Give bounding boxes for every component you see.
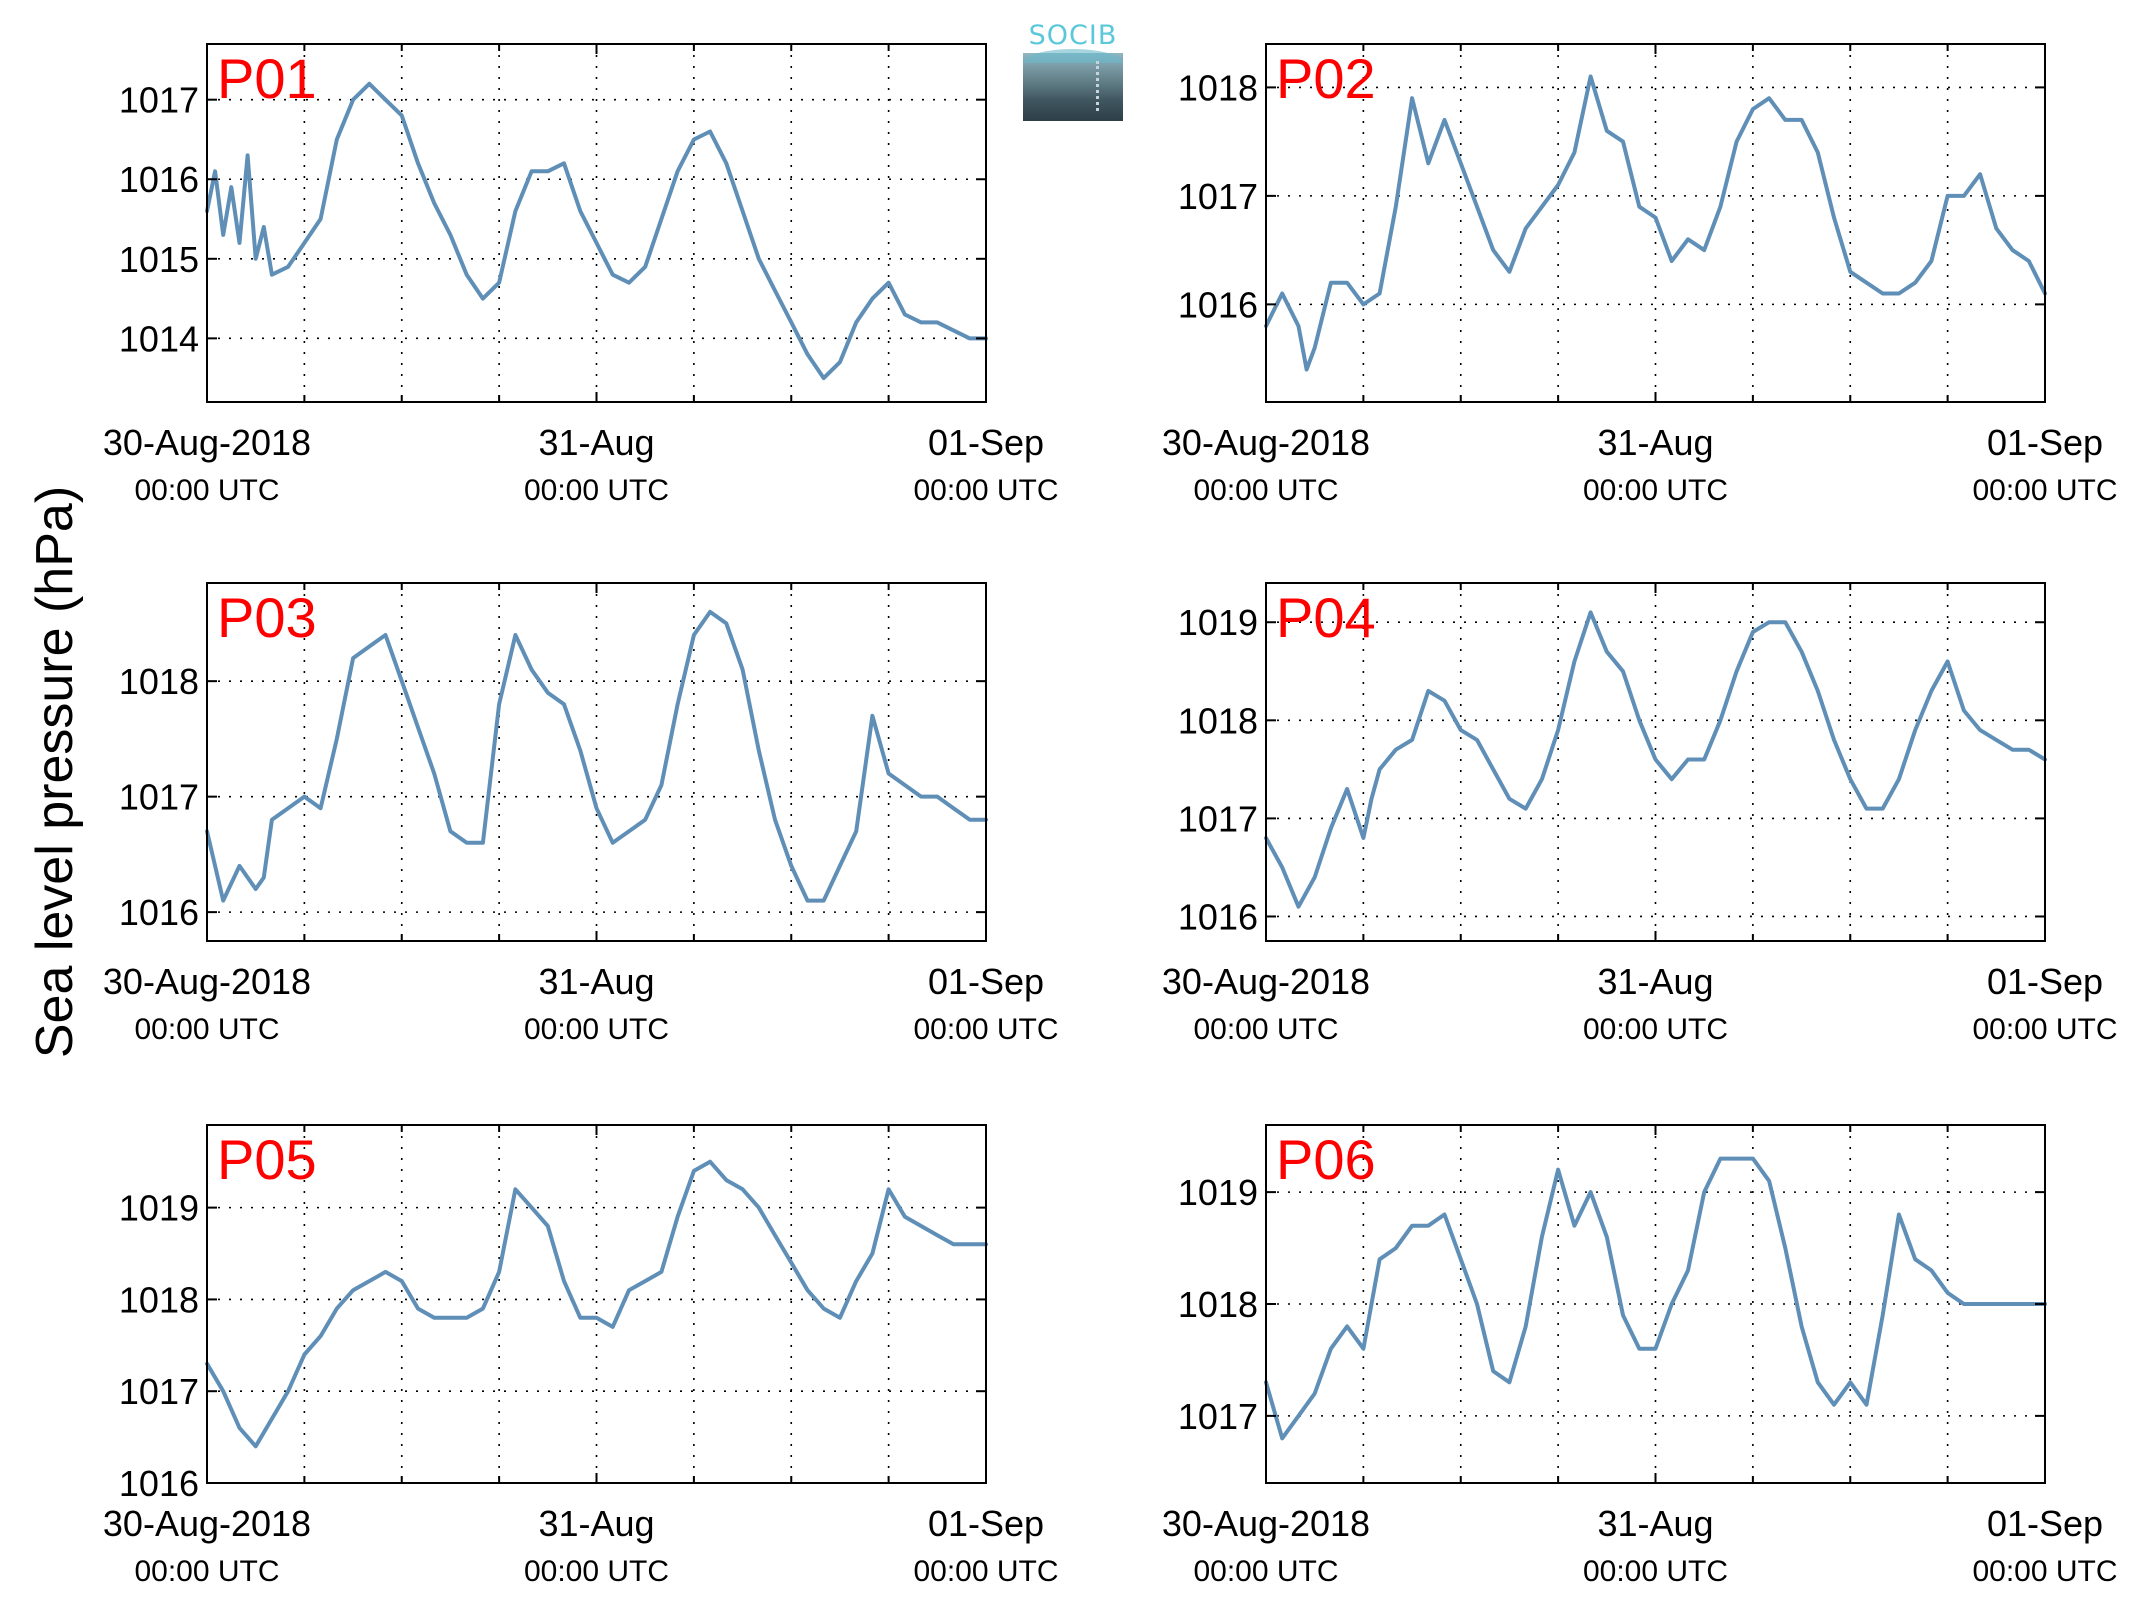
- y-tick-label: 1016: [1178, 284, 1258, 325]
- y-tick-label: 1017: [119, 777, 199, 818]
- x-tick-label: 30-Aug-2018: [103, 422, 311, 463]
- x-tick-sublabel: 00:00 UTC: [1972, 1555, 2117, 1588]
- y-tick-label: 1016: [119, 892, 199, 933]
- y-tick-label: 1014: [119, 318, 199, 359]
- plot-area: [1266, 1125, 2045, 1483]
- series-line-p05: [205, 1159, 988, 1449]
- panel-p06: 1017 1018 1019 30-Aug-2018 00:00 UTC 31-Aug 00…: [1162, 1124, 2118, 1588]
- plot-area: [207, 1125, 986, 1483]
- panel-p02: 1016 1017 1018 30-Aug-2018 00:00 UTC 31-Aug 00…: [1162, 43, 2118, 507]
- panel-p03: 1016 1017 1018 30-Aug-2018 00:00 UTC 31-Aug 00…: [103, 582, 1059, 1046]
- x-tick-label: 31-Aug: [538, 422, 654, 463]
- x-tick-label: 31-Aug: [1597, 1503, 1713, 1544]
- y-tick-label: 1018: [1178, 700, 1258, 741]
- x-tick-sublabel: 00:00 UTC: [134, 1013, 279, 1046]
- series-line-p06: [1264, 1156, 2047, 1441]
- series-line-p01: [205, 81, 988, 381]
- x-tick-label: 30-Aug-2018: [103, 961, 311, 1002]
- x-tick-sublabel: 00:00 UTC: [1193, 1555, 1338, 1588]
- x-tick-sublabel: 00:00 UTC: [1583, 1013, 1728, 1046]
- x-tick-label: 01-Sep: [1987, 961, 2103, 1002]
- y-tick-label: 1019: [1178, 602, 1258, 643]
- x-tick-sublabel: 00:00 UTC: [1193, 474, 1338, 507]
- y-tick-label: 1019: [119, 1188, 199, 1229]
- x-tick-label: 01-Sep: [1987, 422, 2103, 463]
- x-tick-sublabel: 00:00 UTC: [1583, 474, 1728, 507]
- x-tick-sublabel: 00:00 UTC: [134, 1555, 279, 1588]
- y-tick-label: 1017: [119, 80, 199, 121]
- y-tick-label: 1018: [119, 1279, 199, 1320]
- x-tick-sublabel: 00:00 UTC: [524, 1555, 669, 1588]
- y-tick-label: 1019: [1178, 1172, 1258, 1213]
- x-tick-sublabel: 00:00 UTC: [913, 1013, 1058, 1046]
- x-tick-sublabel: 00:00 UTC: [913, 474, 1058, 507]
- series-line-p04: [1264, 610, 2047, 909]
- panel-label: P02: [1276, 47, 1376, 110]
- x-tick-label: 30-Aug-2018: [103, 1503, 311, 1544]
- y-tick-label: 1018: [1178, 1284, 1258, 1325]
- x-tick-label: 01-Sep: [928, 1503, 1044, 1544]
- y-tick-label: 1018: [119, 661, 199, 702]
- panel-p04: 1016 1017 1018 1019 30-Aug-2018 00:00 UTC 31-A…: [1162, 582, 2118, 1046]
- y-tick-label: 1017: [1178, 176, 1258, 217]
- y-tick-label: 1018: [1178, 67, 1258, 108]
- y-tick-label: 1017: [1178, 1396, 1258, 1437]
- x-tick-label: 31-Aug: [538, 1503, 654, 1544]
- x-tick-sublabel: 00:00 UTC: [1972, 474, 2117, 507]
- plot-area: [207, 44, 986, 402]
- x-tick-label: 30-Aug-2018: [1162, 961, 1370, 1002]
- y-tick-label: 1017: [119, 1371, 199, 1412]
- panel-p05: 1016 1017 1018 1019 30-Aug-2018 00:00 UTC 31-A…: [103, 1124, 1059, 1588]
- x-tick-label: 01-Sep: [1987, 1503, 2103, 1544]
- x-tick-sublabel: 00:00 UTC: [1583, 1555, 1728, 1588]
- x-tick-label: 01-Sep: [928, 961, 1044, 1002]
- x-tick-sublabel: 00:00 UTC: [524, 474, 669, 507]
- series-line-p02: [1264, 74, 2047, 372]
- logo-wave-icon: [1023, 49, 1123, 63]
- logo-text: SOCIB: [1028, 20, 1118, 51]
- logo-dotted-line-icon: [1096, 61, 1099, 111]
- y-tick-label: 1015: [119, 239, 199, 280]
- y-tick-label: 1017: [1178, 798, 1258, 839]
- y-tick-label: 1016: [119, 159, 199, 200]
- x-tick-sublabel: 00:00 UTC: [913, 1555, 1058, 1588]
- x-tick-label: 31-Aug: [538, 961, 654, 1002]
- series-line-p03: [205, 609, 988, 903]
- logo-emblem: [1023, 49, 1123, 121]
- x-tick-label: 01-Sep: [928, 422, 1044, 463]
- panel-p01: 1014 1015 1016 1017 30-Aug-2018 00:00 UTC 31-A…: [103, 43, 1059, 507]
- x-tick-label: 30-Aug-2018: [1162, 1503, 1370, 1544]
- panel-label: P06: [1276, 1128, 1376, 1191]
- plot-area: [207, 583, 986, 941]
- x-tick-label: 31-Aug: [1597, 961, 1713, 1002]
- y-tick-label: 1016: [1178, 896, 1258, 937]
- panel-label: P04: [1276, 586, 1376, 649]
- x-tick-sublabel: 00:00 UTC: [1972, 1013, 2117, 1046]
- panel-label: P01: [217, 47, 317, 110]
- socib-logo: SOCIB: [1023, 21, 1123, 121]
- y-tick-label: 1016: [119, 1463, 199, 1504]
- x-tick-sublabel: 00:00 UTC: [134, 474, 279, 507]
- x-tick-label: 31-Aug: [1597, 422, 1713, 463]
- x-tick-sublabel: 00:00 UTC: [524, 1013, 669, 1046]
- x-tick-label: 30-Aug-2018: [1162, 422, 1370, 463]
- x-tick-sublabel: 00:00 UTC: [1193, 1013, 1338, 1046]
- panel-label: P03: [217, 586, 317, 649]
- panel-label: P05: [217, 1128, 317, 1191]
